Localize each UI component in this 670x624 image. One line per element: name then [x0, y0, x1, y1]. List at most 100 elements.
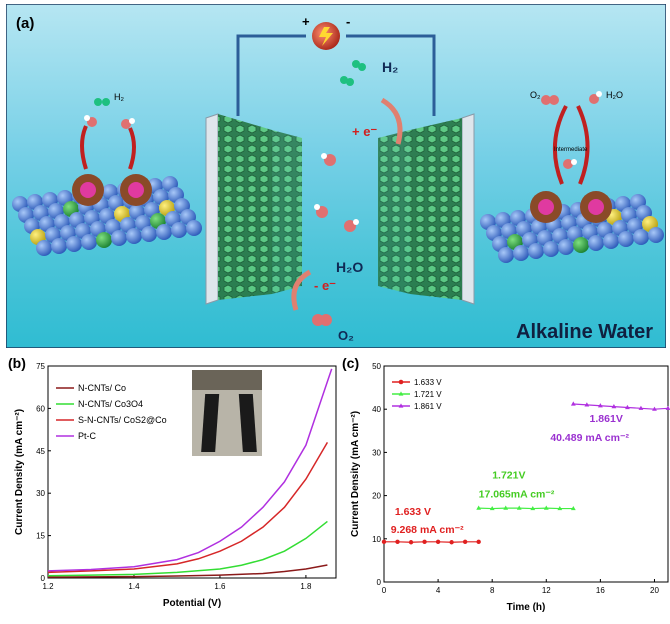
- water-splitting-schematic: + - H₂ O₂ H₂O Intermediate: [6, 4, 666, 348]
- right-electrode: [378, 113, 475, 305]
- data-point: [381, 539, 387, 545]
- data-point: [462, 539, 468, 545]
- surface-atom: [588, 235, 604, 251]
- right-nanoparticles: [530, 191, 612, 223]
- surface-atom: [573, 237, 589, 253]
- surface-atom: [81, 234, 97, 250]
- series-line-1: [47, 564, 328, 578]
- arrow-center-down: [291, 269, 312, 311]
- series-lines: [47, 368, 333, 578]
- legend-label: N-CNTs/ Co3O4: [78, 399, 143, 409]
- arrow-right-1: [552, 105, 568, 185]
- background: [6, 4, 666, 348]
- data-point: [665, 405, 670, 410]
- left-electrode: [205, 113, 302, 305]
- y-tick-label: 40: [372, 405, 381, 414]
- svg-text:O₂: O₂: [338, 328, 354, 343]
- axis-ticks: 1.2 1.4 1.6 1.8 0 15 30 45 60 75: [36, 362, 312, 591]
- data-point: [476, 505, 482, 510]
- legend-label: 1.721 V: [414, 390, 442, 399]
- y-tick-label: 75: [36, 362, 45, 371]
- x-tick-label: 1.2: [42, 582, 54, 591]
- surface-atom: [111, 230, 127, 246]
- surface-atom: [171, 222, 187, 238]
- surface-atom: [513, 245, 529, 261]
- y-tick-label: 30: [372, 448, 381, 457]
- annotation-6: 40.489 mA cm⁻²: [550, 432, 629, 444]
- legend-marker: [398, 403, 404, 408]
- legend-marker: [398, 391, 404, 396]
- x-tick-label: 1.6: [214, 582, 226, 591]
- center-molecules: [312, 60, 366, 326]
- panel-b-label: (b): [8, 355, 26, 371]
- svg-text:-: -: [346, 14, 350, 29]
- wire-right: [346, 34, 436, 116]
- y-tick-label: 10: [372, 535, 381, 544]
- surface-atom: [633, 229, 649, 245]
- legend: 1.633 V 1.721 V 1.861 V: [392, 378, 442, 411]
- surface-atom: [51, 238, 67, 254]
- svg-text:+ e⁻: + e⁻: [352, 124, 377, 139]
- x-tick-label: 4: [436, 586, 441, 595]
- surface-atom: [618, 231, 634, 247]
- surface-atom: [96, 232, 112, 248]
- annotations: 1.633 V 9.268 mA cm⁻² 1.721V 17.065mA cm⁻² 1…: [391, 413, 630, 536]
- legend-label: 1.861 V: [414, 402, 442, 411]
- data-point: [530, 505, 536, 511]
- data-point: [476, 539, 481, 545]
- y-tick-label: 0: [41, 574, 46, 583]
- x-tick-label: 20: [650, 586, 659, 595]
- svg-text:H₂: H₂: [114, 92, 124, 102]
- y-tick-label: 50: [372, 362, 381, 371]
- data-point: [570, 505, 576, 511]
- surface-atom: [36, 240, 52, 256]
- data-point: [408, 540, 414, 545]
- surface-atom: [156, 224, 172, 240]
- data-point: [503, 505, 509, 510]
- y-tick-label: 30: [36, 489, 45, 498]
- surface-atom: [603, 233, 619, 249]
- svg-text:H₂O: H₂O: [606, 90, 623, 100]
- data-point: [557, 505, 563, 511]
- surface-atom: [66, 236, 82, 252]
- data-point: [570, 401, 576, 406]
- y-axis-label: Current Density (mA cm⁻²): [350, 411, 361, 537]
- annotation-5: 1.861V: [590, 413, 623, 425]
- data-point: [638, 405, 644, 410]
- svg-text:H₂O: H₂O: [336, 259, 363, 275]
- data-point: [543, 505, 549, 510]
- y-axis-label: Current Density (mA cm⁻²): [14, 409, 25, 535]
- y-tick-label: 15: [36, 532, 45, 541]
- x-tick-label: 0: [382, 586, 387, 595]
- x-axis-label: Potential (V): [163, 598, 221, 609]
- x-tick-label: 1.8: [300, 582, 312, 591]
- legend-label: Pt-C: [78, 431, 97, 441]
- x-axis-label: Time (h): [507, 602, 546, 613]
- surface-atom: [543, 241, 559, 257]
- alkaline-water-label: Alkaline Water: [516, 321, 653, 343]
- arrow-left-1: [80, 125, 88, 170]
- svg-text:O₂: O₂: [530, 90, 541, 100]
- x-tick-label: 16: [596, 586, 605, 595]
- annotation-1: 1.633 V: [395, 506, 431, 518]
- surface-atom: [186, 220, 202, 236]
- y-tick-label: 45: [36, 447, 45, 456]
- data-point: [489, 505, 495, 511]
- surface-atom: [558, 239, 574, 255]
- surface-atom: [141, 226, 157, 242]
- surface-atom: [528, 243, 544, 259]
- surface-atom: [126, 228, 142, 244]
- y-tick-label: 20: [372, 492, 381, 501]
- data-point: [625, 404, 630, 410]
- series-line-3: [573, 403, 669, 410]
- legend-label: N-CNTs/ Co: [78, 383, 126, 393]
- data-point: [611, 404, 617, 409]
- data-point: [449, 540, 454, 545]
- electrode-photo-inset: [192, 370, 262, 456]
- legend-label: S-N-CNTs/ CoS2@Co: [78, 415, 167, 425]
- annotation-2: 9.268 mA cm⁻²: [391, 524, 464, 536]
- plot-frame: [383, 365, 669, 583]
- series-line-4: [47, 368, 333, 572]
